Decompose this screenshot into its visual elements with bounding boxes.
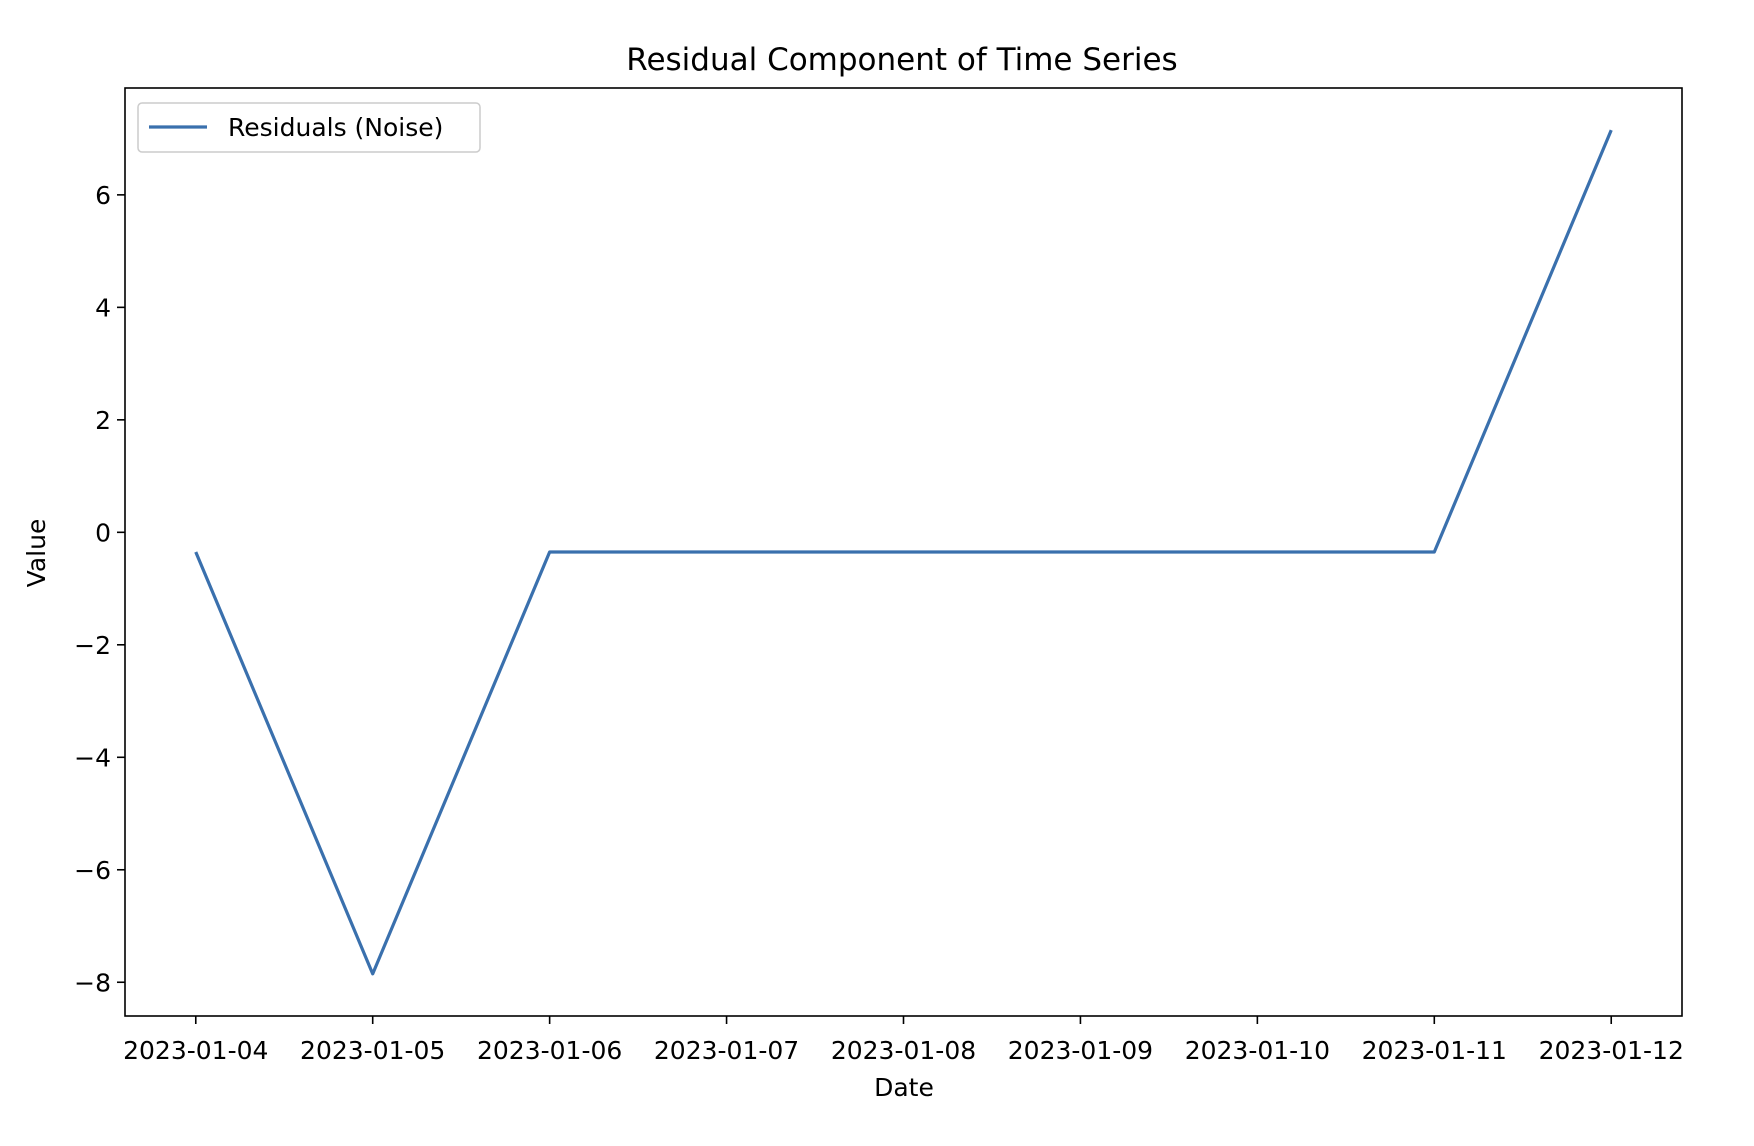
x-tick-label: 2023-01-12: [1539, 1036, 1684, 1065]
y-tick-label: −8: [74, 968, 111, 997]
x-tick-label: 2023-01-06: [477, 1036, 622, 1065]
x-tick-label: 2023-01-04: [123, 1036, 268, 1065]
chart-title: Residual Component of Time Series: [626, 42, 1177, 78]
x-tick-label: 2023-01-11: [1362, 1036, 1507, 1065]
legend: Residuals (Noise): [138, 103, 480, 152]
series-layer: [196, 130, 1611, 974]
y-axis-ticks: −8 −6 −4 −2 0 2 4 6: [74, 181, 125, 997]
y-tick-label: 4: [95, 293, 111, 322]
legend-label-residuals: Residuals (Noise): [228, 113, 443, 142]
y-tick-label: −4: [74, 743, 111, 772]
y-tick-label: −2: [74, 631, 111, 660]
y-axis-label: Value: [22, 519, 51, 588]
x-tick-label: 2023-01-07: [654, 1036, 799, 1065]
x-axis-label: Date: [874, 1073, 934, 1102]
y-tick-label: 6: [95, 181, 111, 210]
x-tick-label: 2023-01-10: [1185, 1036, 1330, 1065]
x-tick-label: 2023-01-05: [300, 1036, 445, 1065]
x-tick-label: 2023-01-09: [1008, 1036, 1153, 1065]
y-tick-label: 0: [95, 518, 111, 547]
y-tick-label: 2: [95, 406, 111, 435]
x-axis-ticks: 2023-01-04 2023-01-05 2023-01-06 2023-01-07…: [123, 1016, 1684, 1065]
y-tick-label: −6: [74, 856, 111, 885]
x-tick-label: 2023-01-08: [831, 1036, 976, 1065]
